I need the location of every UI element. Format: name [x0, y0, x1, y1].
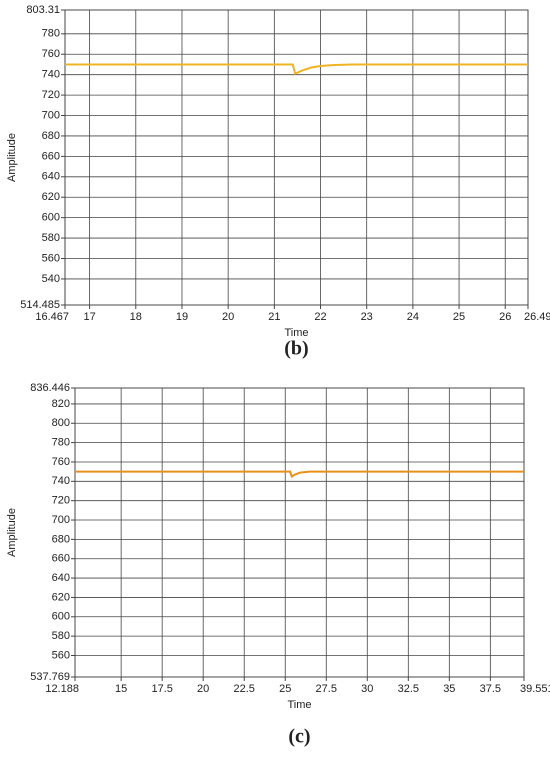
y-tick-label: 760: [42, 48, 60, 60]
x-tick-label: 19: [176, 311, 188, 323]
y-tick-label: 560: [42, 252, 60, 264]
y-tick-label: 780: [42, 28, 60, 40]
x-tick-label: 30: [361, 683, 373, 695]
chart: 537.769 560 580 600 620 640 660 680 700 720 740 760…: [6, 382, 550, 748]
y-tick-label: 537.769: [30, 671, 70, 683]
y-tick-label: 800: [52, 417, 70, 429]
y-tick-label: 780: [52, 437, 70, 449]
x-tick-label: 12.188: [45, 683, 79, 695]
x-tick-label: 35: [443, 683, 455, 695]
x-tick-label: 15: [115, 683, 127, 695]
x-tick-label: 20: [222, 311, 234, 323]
x-tick-label: 17: [83, 311, 95, 323]
y-tick-label: 580: [42, 232, 60, 244]
x-tick-label: 26.493: [524, 311, 550, 323]
x-tick-label: 26: [499, 311, 511, 323]
plot-area: [74, 387, 525, 678]
x-tick-label: 20: [197, 683, 209, 695]
x-tick-label: 21: [268, 311, 280, 323]
x-tick-label: 22: [314, 311, 326, 323]
x-tick-label: 25: [453, 311, 465, 323]
y-axis-label: Amplitude: [6, 133, 18, 182]
y-tick-label: 540: [42, 273, 60, 285]
y-tick-label: 580: [52, 630, 70, 642]
caption: (c): [288, 726, 310, 748]
chart: 514.485 540 560 580 600 620 640 660 680 700 720 740…: [6, 4, 550, 360]
data-line: [65, 63, 528, 76]
y-tick-label: 560: [52, 649, 70, 661]
y-tick-label: 620: [42, 191, 60, 203]
x-tick-label: 22.5: [233, 683, 254, 695]
y-tick-label: 700: [42, 109, 60, 121]
y-tick-label: 720: [52, 495, 70, 507]
y-tick-label: 640: [42, 171, 60, 183]
x-tick-label: 39.551: [520, 683, 550, 695]
x-tick-label: 24: [407, 311, 419, 323]
x-tick-label: 17.5: [151, 683, 172, 695]
y-tick-label: 803.31: [26, 4, 60, 16]
x-tick-label: 32.5: [398, 683, 419, 695]
y-tick-label: 740: [42, 69, 60, 81]
y-tick-label: 820: [52, 398, 70, 410]
y-tick-label: 720: [42, 89, 60, 101]
y-tick-label: 700: [52, 514, 70, 526]
y-tick-label: 660: [42, 150, 60, 162]
x-axis-label: Time: [287, 699, 311, 711]
y-tick-label: 620: [52, 591, 70, 603]
y-tick-label: 760: [52, 456, 70, 468]
y-tick-label: 836.446: [30, 382, 70, 394]
x-axis-label: Time: [284, 327, 308, 339]
y-tick-label: 600: [52, 611, 70, 623]
x-tick-label: 37.5: [480, 683, 501, 695]
y-axis-label: Amplitude: [6, 508, 18, 557]
x-tick-label: 23: [361, 311, 373, 323]
y-tick-label: 680: [52, 533, 70, 545]
x-tick-label: 18: [130, 311, 142, 323]
y-tick-label: 600: [42, 212, 60, 224]
x-tick-label: 27.5: [316, 683, 337, 695]
y-tick-label: 514.485: [20, 299, 60, 311]
y-tick-label: 660: [52, 553, 70, 565]
x-tick-label: 16.467: [35, 311, 69, 323]
x-tick-label: 25: [279, 683, 291, 695]
caption: (b): [284, 338, 308, 360]
plot-area: [64, 9, 529, 306]
y-tick-label: 740: [52, 475, 70, 487]
data-line: [75, 470, 524, 478]
y-tick-label: 680: [42, 130, 60, 142]
y-tick-label: 640: [52, 572, 70, 584]
